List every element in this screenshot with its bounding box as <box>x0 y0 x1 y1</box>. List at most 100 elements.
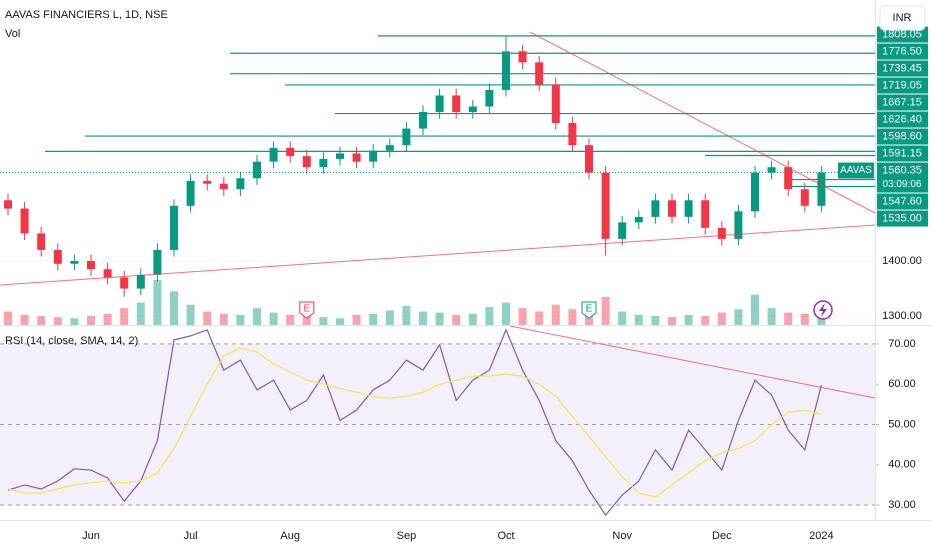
level-label: 1626.40 <box>882 113 922 125</box>
volume-bar <box>269 312 278 325</box>
volume-bar <box>800 313 809 325</box>
currency-button[interactable] <box>879 5 926 31</box>
volume-bar <box>468 313 477 325</box>
candle-body <box>485 89 494 107</box>
level-label: 1739.45 <box>882 62 922 74</box>
volume-bar <box>402 305 411 325</box>
candle-body <box>535 62 544 85</box>
volume-bar <box>651 316 660 325</box>
volume-title: Vol <box>5 28 20 40</box>
candle-body <box>800 189 809 206</box>
level-box <box>877 26 928 43</box>
level-label: 1808.05 <box>882 28 922 40</box>
volume-bar <box>70 318 79 325</box>
volume-bar <box>601 296 610 325</box>
volume-bar <box>717 312 726 325</box>
earnings-marker <box>581 301 597 319</box>
candle-body <box>435 95 444 113</box>
level-label: 1719.05 <box>882 79 922 91</box>
level-box <box>877 94 928 111</box>
candle-body <box>4 200 12 209</box>
lightning-glyph <box>819 303 827 317</box>
candle-body <box>219 183 228 190</box>
candle-body <box>203 180 212 184</box>
volume-bar <box>37 316 46 325</box>
candle-body <box>369 150 378 162</box>
volume-bar <box>684 314 693 325</box>
volume-bar <box>701 316 710 325</box>
time-tick-label: Sep <box>397 530 417 542</box>
candle-body <box>651 200 660 217</box>
volume-bar <box>302 316 311 325</box>
candle-body <box>601 172 610 239</box>
rsi-title: RSI (14, close, SMA, 14, 2) <box>5 335 138 347</box>
volume-bar <box>385 310 394 325</box>
volume-bar <box>568 309 577 325</box>
candle-body <box>668 200 676 217</box>
candle-body <box>585 145 593 173</box>
volume-bar <box>136 302 145 325</box>
time-tick-label: Jun <box>82 530 100 542</box>
support-trendline <box>0 224 876 286</box>
candle-body <box>236 178 245 190</box>
volume-bar <box>20 314 29 325</box>
candle-body <box>286 147 295 157</box>
candle-body <box>618 222 627 239</box>
level-label: 1776.50 <box>882 45 922 57</box>
earnings-label: E <box>586 304 593 315</box>
level-label: 1547.60 <box>882 195 922 207</box>
earnings-marker <box>299 301 315 319</box>
volume-bar <box>336 318 344 325</box>
symbol-label: AAVAS <box>840 165 872 176</box>
candle-body <box>767 167 776 173</box>
rsi-line <box>7 328 822 517</box>
volume-bar <box>369 313 378 325</box>
candle-body <box>37 233 46 250</box>
volume-bar <box>87 316 95 325</box>
candle-body <box>136 274 145 289</box>
volume-bar <box>153 280 162 325</box>
candle-body <box>817 172 826 206</box>
candle-body <box>684 200 693 217</box>
candle-body <box>468 106 477 113</box>
rsi-tick-label: 50.00 <box>888 418 916 430</box>
volume-bar <box>120 308 129 325</box>
candle-body <box>269 147 278 162</box>
currency-label: INR <box>893 12 912 24</box>
time-tick-label: Nov <box>612 530 632 542</box>
candle-body <box>502 51 510 90</box>
volume-bar <box>236 314 245 325</box>
candle-body <box>120 277 129 289</box>
level-label: 1667.15 <box>882 96 922 108</box>
volume-bar <box>518 308 527 325</box>
rsi-tick-label: 70.00 <box>888 338 916 350</box>
candle-body <box>103 269 112 278</box>
candle-body <box>419 112 427 129</box>
level-label: 1598.60 <box>882 130 922 142</box>
rsi-sma-line <box>7 347 822 498</box>
candle-body <box>186 180 195 206</box>
volume-bar <box>253 308 261 325</box>
volume-bar <box>734 309 743 325</box>
time-tick-label: 2024 <box>809 530 833 542</box>
volume-bar <box>186 304 195 325</box>
candle-body <box>319 158 328 168</box>
level-box <box>877 145 928 162</box>
candle-body <box>734 211 743 239</box>
candle-body <box>153 249 162 275</box>
resistance-trendline <box>529 31 876 214</box>
candle-body <box>751 172 759 212</box>
candle-body <box>551 84 560 124</box>
volume-bar <box>435 312 444 325</box>
volume-bar <box>419 311 427 325</box>
volume-bar <box>203 311 212 325</box>
level-box <box>877 111 928 128</box>
candle-body <box>87 260 95 270</box>
volume-bar <box>784 312 793 325</box>
chart-title: AAVAS FINANCIERS L, 1D, NSE <box>5 9 168 21</box>
candle-body <box>568 123 577 146</box>
time-tick-label: Jul <box>184 530 198 542</box>
time-tick-label: Dec <box>712 530 732 542</box>
volume-bar <box>634 314 643 325</box>
